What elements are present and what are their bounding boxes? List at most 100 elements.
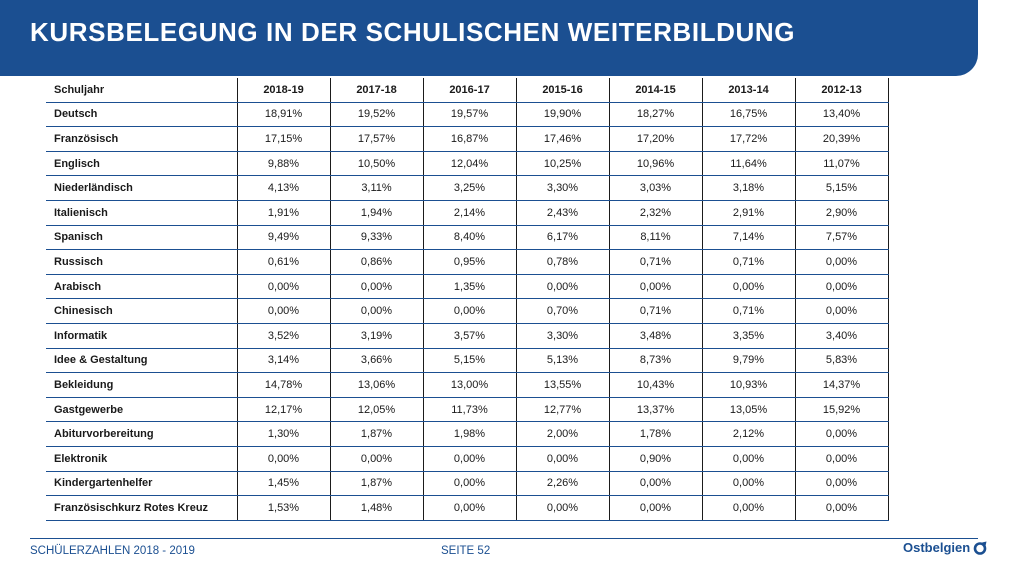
course-name-cell: Niederländisch <box>46 175 238 201</box>
column-header-year: 2013-14 <box>702 78 796 103</box>
percentage-cell: 10,50% <box>330 151 424 177</box>
table-row: Französisch 17,15% 17,57% 16,87% 17,46% 17,20… <box>46 126 889 152</box>
footer-divider <box>30 538 978 539</box>
percentage-cell: 0,00% <box>795 446 889 472</box>
column-header-year: 2014-15 <box>609 78 703 103</box>
percentage-cell: 11,73% <box>423 397 517 423</box>
percentage-cell: 9,79% <box>702 348 796 374</box>
course-name-cell: Spanisch <box>46 225 238 251</box>
course-name-cell: Französisch <box>46 126 238 152</box>
percentage-cell: 0,00% <box>423 298 517 324</box>
table-row: Russisch 0,61% 0,86% 0,95% 0,78% 0,71% 0,71% 0,… <box>46 249 889 275</box>
column-header-year: 2012-13 <box>795 78 889 103</box>
course-name-cell: Deutsch <box>46 102 238 128</box>
percentage-cell: 0,00% <box>423 446 517 472</box>
percentage-cell: 12,17% <box>237 397 331 423</box>
percentage-cell: 0,00% <box>795 298 889 324</box>
percentage-cell: 0,00% <box>702 446 796 472</box>
table-row: Arabisch 0,00% 0,00% 1,35% 0,00% 0,00% 0,00% 0,… <box>46 274 889 300</box>
percentage-cell: 16,87% <box>423 126 517 152</box>
percentage-cell: 1,30% <box>237 421 331 447</box>
percentage-cell: 13,05% <box>702 397 796 423</box>
percentage-cell: 16,75% <box>702 102 796 128</box>
percentage-cell: 3,03% <box>609 175 703 201</box>
percentage-cell: 9,88% <box>237 151 331 177</box>
percentage-cell: 17,15% <box>237 126 331 152</box>
percentage-cell: 3,35% <box>702 323 796 349</box>
logo-text: Ostbelgien <box>903 540 971 555</box>
table-row: Englisch 9,88% 10,50% 12,04% 10,25% 10,96% 11,… <box>46 151 889 177</box>
percentage-cell: 0,00% <box>795 471 889 497</box>
table-row: Spanisch 9,49% 9,33% 8,40% 6,17% 8,11% 7,14% 7,… <box>46 225 889 251</box>
table-row: Idee & Gestaltung 3,14% 3,66% 5,15% 5,13% 8,7… <box>46 348 889 374</box>
percentage-cell: 13,37% <box>609 397 703 423</box>
percentage-cell: 5,83% <box>795 348 889 374</box>
percentage-cell: 9,33% <box>330 225 424 251</box>
course-name-cell: Italienisch <box>46 200 238 226</box>
percentage-cell: 3,30% <box>516 175 610 201</box>
percentage-cell: 0,00% <box>237 446 331 472</box>
percentage-cell: 8,40% <box>423 225 517 251</box>
percentage-cell: 2,32% <box>609 200 703 226</box>
percentage-cell: 1,48% <box>330 495 424 521</box>
percentage-cell: 1,94% <box>330 200 424 226</box>
percentage-cell: 2,14% <box>423 200 517 226</box>
percentage-cell: 2,90% <box>795 200 889 226</box>
percentage-cell: 0,70% <box>516 298 610 324</box>
column-header-year: 2016-17 <box>423 78 517 103</box>
percentage-cell: 8,73% <box>609 348 703 374</box>
percentage-cell: 0,00% <box>609 274 703 300</box>
course-name-cell: Russisch <box>46 249 238 275</box>
percentage-cell: 6,17% <box>516 225 610 251</box>
percentage-cell: 0,71% <box>702 249 796 275</box>
course-name-cell: Französischkurz Rotes Kreuz <box>46 495 238 521</box>
percentage-cell: 15,92% <box>795 397 889 423</box>
column-header-year: 2018-19 <box>237 78 331 103</box>
table-row: Abiturvorbereitung 1,30% 1,87% 1,98% 2,00% 1,… <box>46 421 889 447</box>
percentage-cell: 0,00% <box>795 274 889 300</box>
course-name-cell: Arabisch <box>46 274 238 300</box>
percentage-cell: 13,00% <box>423 372 517 398</box>
percentage-cell: 1,45% <box>237 471 331 497</box>
percentage-cell: 0,00% <box>330 446 424 472</box>
percentage-cell: 13,55% <box>516 372 610 398</box>
percentage-cell: 0,00% <box>609 471 703 497</box>
percentage-cell: 11,07% <box>795 151 889 177</box>
percentage-cell: 12,04% <box>423 151 517 177</box>
column-header-year: 2017-18 <box>330 78 424 103</box>
table-row: Elektronik 0,00% 0,00% 0,00% 0,00% 0,90% 0,00%… <box>46 446 889 472</box>
percentage-cell: 0,00% <box>237 274 331 300</box>
course-name-cell: Elektronik <box>46 446 238 472</box>
percentage-cell: 18,27% <box>609 102 703 128</box>
percentage-cell: 3,18% <box>702 175 796 201</box>
column-header-label: Schuljahr <box>46 78 238 103</box>
percentage-cell: 0,00% <box>795 495 889 521</box>
percentage-cell: 12,05% <box>330 397 424 423</box>
percentage-cell: 7,57% <box>795 225 889 251</box>
percentage-cell: 12,77% <box>516 397 610 423</box>
percentage-cell: 0,71% <box>609 298 703 324</box>
percentage-cell: 1,78% <box>609 421 703 447</box>
percentage-cell: 3,52% <box>237 323 331 349</box>
table-row: Deutsch 18,91% 19,52% 19,57% 19,90% 18,27% 16,… <box>46 102 889 128</box>
title-banner: KURSBELEGUNG IN DER SCHULISCHEN WEITERBI… <box>0 0 978 76</box>
course-name-cell: Informatik <box>46 323 238 349</box>
footer-page-number: SEITE 52 <box>441 545 491 557</box>
percentage-cell: 3,30% <box>516 323 610 349</box>
percentage-cell: 1,87% <box>330 421 424 447</box>
percentage-cell: 0,86% <box>330 249 424 275</box>
percentage-cell: 3,48% <box>609 323 703 349</box>
table-header-row: Schuljahr 2018-19 2017-18 2016-17 2015-16 201… <box>46 78 889 103</box>
percentage-cell: 5,13% <box>516 348 610 374</box>
course-name-cell: Kindergartenhelfer <box>46 471 238 497</box>
table-row: Französischkurz Rotes Kreuz 1,53% 1,48% 0,0… <box>46 495 889 521</box>
percentage-cell: 4,13% <box>237 175 331 201</box>
percentage-cell: 0,00% <box>795 421 889 447</box>
table-row: Italienisch 1,91% 1,94% 2,14% 2,43% 2,32% 2,91… <box>46 200 889 226</box>
course-name-cell: Englisch <box>46 151 238 177</box>
percentage-cell: 19,90% <box>516 102 610 128</box>
percentage-cell: 3,19% <box>330 323 424 349</box>
percentage-cell: 14,37% <box>795 372 889 398</box>
percentage-cell: 8,11% <box>609 225 703 251</box>
percentage-cell: 10,43% <box>609 372 703 398</box>
